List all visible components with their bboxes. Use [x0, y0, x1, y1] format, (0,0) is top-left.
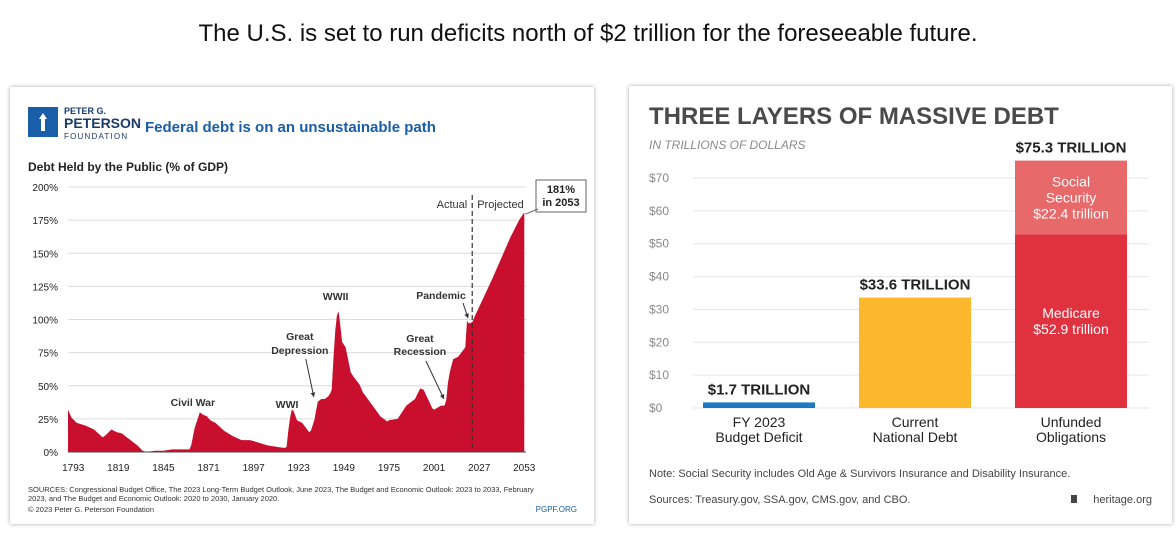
left-chart-title: Federal debt is on an unsustainable path — [145, 119, 436, 136]
heritage-credit[interactable]: heritage.org — [1093, 494, 1152, 506]
right-chart-title: THREE LAYERS OF MASSIVE DEBT — [649, 103, 1059, 130]
event-label: Great — [286, 331, 314, 343]
segment-label: $52.9 trillion — [1033, 321, 1109, 337]
y-tick-label: 75% — [38, 349, 58, 360]
annotation-arrowhead — [439, 394, 445, 399]
y-tick-labels: $0 $10 $20 $30 $40 $50 $60 $70 — [649, 171, 669, 415]
x-tick-label: 2027 — [468, 463, 491, 474]
event-annotations: Civil War WWIGreatDepressionWWIIGreatRece… — [171, 179, 587, 411]
three-layers-panel: THREE LAYERS OF MASSIVE DEBT IN TRILLION… — [629, 86, 1172, 524]
pgpf-link[interactable]: PGPF.ORG — [536, 505, 577, 514]
heritage-logo-icon — [1071, 495, 1077, 503]
event-label: Great — [406, 333, 434, 345]
logo-line-1: PETER G. — [64, 106, 106, 116]
x-tick-label: 1923 — [288, 463, 311, 474]
debt-chart-panel: PETER G. PETERSON FOUNDATION Federal deb… — [10, 87, 594, 524]
y-tick-label: 150% — [32, 249, 58, 260]
annotation-arrowhead — [464, 313, 469, 319]
category-label: Unfunded — [1041, 414, 1102, 430]
segment-label: Security — [1046, 189, 1097, 205]
category-label: Obligations — [1036, 429, 1106, 445]
sources-line-2: 2023, and The Budget and Economic Outloo… — [28, 494, 279, 503]
right-chart-subtitle: IN TRILLIONS OF DOLLARS — [649, 138, 806, 152]
y-axis-title: Debt Held by the Public (% of GDP) — [28, 160, 228, 174]
page-headline: The U.S. is set to run deficits north of… — [198, 20, 978, 47]
y-tick-label: $60 — [649, 204, 669, 218]
event-label: WWI — [276, 399, 299, 411]
x-tick-label: 1793 — [62, 463, 85, 474]
y-tick-label: 200% — [32, 183, 58, 194]
bar-total-label: $75.3 TRILLION — [1016, 140, 1127, 157]
y-tick-label: $10 — [649, 368, 669, 382]
y-tick-label: $30 — [649, 302, 669, 316]
bar-total-label: $1.7 TRILLION — [708, 381, 811, 398]
debt-area-series — [68, 212, 525, 452]
copyright: © 2023 Peter G. Peterson Foundation — [28, 505, 154, 514]
x-tick-label: 1975 — [378, 463, 401, 474]
logo-line-2: PETERSON — [64, 115, 141, 131]
x-tick-label: 1949 — [333, 463, 356, 474]
category-label: FY 2023 — [733, 414, 786, 430]
event-label: Depression — [271, 345, 328, 357]
y-tick-label: 25% — [38, 415, 58, 426]
y-tick-label: $0 — [649, 401, 663, 415]
x-tick-label: 1871 — [197, 463, 220, 474]
bar-segment — [703, 402, 815, 408]
y-tick-label: 100% — [32, 316, 58, 327]
sources-line-1: SOURCES: Congressional Budget Office, Th… — [28, 485, 534, 494]
bar-segment — [1015, 234, 1127, 408]
y-tick-label: 0% — [44, 448, 59, 459]
category-label: National Debt — [873, 429, 958, 445]
callout-line-1: 181% — [547, 184, 575, 196]
annotation-arrowhead — [310, 392, 316, 397]
y-tick-label: 125% — [32, 282, 58, 293]
y-tick-label: 50% — [38, 382, 58, 393]
event-label: Civil War — [171, 397, 216, 409]
x-tick-label: 1819 — [107, 463, 130, 474]
projected-label: Projected — [477, 199, 523, 211]
bar-total-label: $33.6 TRILLION — [860, 277, 971, 294]
y-tick-label: $20 — [649, 335, 669, 349]
callout-line-2: in 2053 — [542, 197, 579, 209]
category-label: Current — [892, 414, 939, 430]
y-tick-label: $50 — [649, 237, 669, 251]
footnote: Note: Social Security includes Old Age &… — [649, 468, 1070, 480]
y-tick-labels: 0% 25% 50% 75% 100% 125% 150% 175% 200% — [32, 183, 58, 459]
event-label: Recession — [394, 346, 447, 358]
y-tick-label: 175% — [32, 216, 58, 227]
x-tick-label: 2001 — [423, 463, 446, 474]
y-tick-label: $40 — [649, 270, 669, 284]
x-tick-label: 1897 — [243, 463, 266, 474]
x-tick-label: 2053 — [513, 463, 536, 474]
event-label: WWII — [323, 291, 349, 303]
annotation-arrow — [425, 360, 445, 400]
sources: Sources: Treasury.gov, SSA.gov, CMS.gov,… — [649, 494, 910, 506]
event-label: Pandemic — [416, 290, 466, 302]
peterson-logo: PETER G. PETERSON FOUNDATION — [28, 106, 141, 141]
x-tick-labels: 1793 1819 1845 1871 1897 1923 1949 1975 2001 2027… — [62, 463, 536, 474]
x-tick-label: 1845 — [152, 463, 175, 474]
segment-label: $22.4 trillion — [1033, 205, 1109, 221]
debt-chart-svg: PETER G. PETERSON FOUNDATION Federal deb… — [28, 106, 587, 514]
segment-label: Social — [1052, 173, 1090, 189]
y-tick-label: $70 — [649, 171, 669, 185]
annotation-arrow — [305, 358, 315, 398]
category-label: Budget Deficit — [715, 429, 802, 445]
bars: $1.7 TRILLION $33.6 TRILLION Medicare$52.9… — [703, 140, 1127, 408]
segment-label: Medicare — [1042, 305, 1100, 321]
callout-pointer — [525, 208, 539, 215]
three-layers-svg: THREE LAYERS OF MASSIVE DEBT IN TRILLION… — [649, 103, 1152, 506]
final-value-callout — [535, 179, 587, 213]
bar-segment — [859, 297, 971, 408]
actual-label: Actual — [437, 199, 468, 211]
logo-line-3: FOUNDATION — [64, 132, 128, 141]
bar-segment — [1015, 160, 1127, 235]
